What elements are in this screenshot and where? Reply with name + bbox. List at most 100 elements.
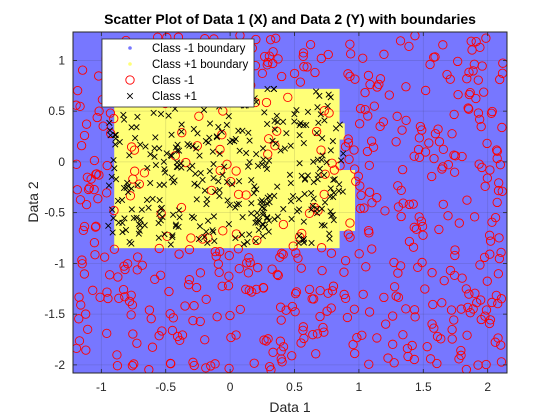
class-neg-point	[217, 281, 227, 291]
class-pos-point	[255, 226, 262, 234]
class-pos-point	[178, 121, 185, 128]
class-neg-point	[137, 260, 147, 270]
class-neg-point	[496, 340, 506, 350]
class-neg-point	[245, 257, 255, 268]
class-pos-point	[137, 216, 144, 223]
class-pos-point	[310, 158, 317, 165]
class-pos-point	[211, 237, 218, 245]
class-neg-point	[126, 310, 136, 320]
class-neg-point	[215, 246, 225, 257]
class-pos-point	[316, 92, 323, 99]
class-neg-point	[291, 287, 302, 297]
class-pos-point	[167, 152, 174, 159]
class-pos-point	[288, 215, 295, 223]
class-pos-point	[251, 183, 258, 190]
class-pos-point	[216, 186, 223, 194]
class-neg-point	[475, 114, 485, 125]
legend-item-3[interactable]: Class +1	[126, 91, 197, 103]
class-neg-point	[89, 238, 100, 248]
class-neg-point	[364, 228, 374, 238]
class-neg-point	[74, 314, 84, 324]
class-neg-point	[359, 203, 369, 213]
class-neg-point	[340, 293, 351, 304]
class-pos-point	[215, 178, 222, 185]
class-neg-point	[102, 287, 112, 297]
class-pos-point	[326, 235, 333, 242]
class-pos-point	[149, 195, 156, 202]
legend-item-1[interactable]: Class +1 boundary	[128, 59, 248, 71]
class-neg-point	[127, 361, 138, 371]
class-neg-point	[350, 74, 360, 84]
class-neg-point	[349, 304, 360, 314]
class-neg-point	[365, 79, 375, 90]
class-pos-point	[189, 142, 196, 150]
class-pos-point	[231, 138, 238, 145]
class-neg-point	[89, 184, 99, 195]
class-neg-point	[180, 301, 190, 311]
class-pos-point	[210, 174, 217, 182]
legend-label: Class -1 boundary	[152, 43, 246, 55]
class-pos-point	[308, 189, 315, 197]
class-neg-point	[109, 205, 119, 216]
class-neg-point	[414, 212, 424, 222]
legend-x-marker	[126, 92, 134, 100]
class-pos-point	[270, 85, 278, 93]
class-neg-point	[417, 221, 428, 232]
class-pos-point	[216, 150, 223, 157]
class-neg-point	[92, 169, 102, 179]
class-pos-point	[277, 147, 284, 154]
class-neg-point	[414, 152, 425, 162]
class-neg-point	[241, 190, 251, 200]
class-neg-point	[340, 256, 351, 266]
class-neg-point	[298, 48, 309, 58]
class-pos-point	[336, 181, 343, 188]
class-neg-point	[475, 42, 485, 53]
class-pos-point	[105, 222, 112, 229]
class-neg-point	[427, 319, 437, 329]
class-neg-point	[308, 330, 318, 340]
class-neg-point	[287, 351, 297, 361]
class-pos-point	[118, 196, 126, 204]
class-pos-point	[122, 226, 130, 234]
x-tick-label: -0.5	[155, 380, 176, 394]
class-neg-point	[294, 232, 305, 242]
class-neg-point	[497, 186, 507, 196]
class-neg-point	[411, 224, 422, 234]
class-pos-point	[235, 200, 243, 207]
class-pos-point	[112, 141, 119, 148]
class-neg-point	[464, 289, 474, 299]
class-pos-point	[300, 122, 307, 129]
class-pos-point	[321, 171, 328, 179]
class-neg-point	[79, 269, 90, 279]
class-neg-point	[355, 119, 365, 129]
legend-item-0[interactable]: Class -1 boundary	[128, 43, 246, 55]
class-neg-point	[481, 305, 492, 315]
class-neg-point	[389, 282, 400, 292]
class-neg-point	[388, 339, 398, 349]
class-pos-point	[238, 231, 246, 239]
legend-item-2[interactable]: Class -1	[125, 75, 194, 87]
class-neg-point	[217, 130, 227, 140]
class-pos-point	[330, 217, 337, 224]
class-pos-point	[239, 213, 246, 221]
class-neg-point	[249, 358, 259, 368]
class-pos-point	[264, 214, 271, 221]
class-pos-point	[218, 128, 225, 135]
class-neg-point	[342, 312, 353, 323]
class-pos-point	[274, 213, 282, 220]
class-neg-point	[295, 77, 306, 87]
class-pos-point	[293, 107, 300, 114]
class-pos-point	[158, 204, 165, 211]
class-neg-point	[487, 297, 497, 308]
class-neg-point	[290, 288, 301, 299]
class-neg-point	[75, 101, 85, 112]
class-pos-point	[210, 213, 218, 220]
class-neg-point	[231, 166, 241, 176]
class-pos-points	[104, 85, 347, 248]
class-neg-point	[447, 129, 457, 139]
class-neg-point	[450, 245, 460, 255]
class-neg-point	[396, 211, 406, 222]
class-neg-point	[212, 312, 222, 322]
legend[interactable]: Class -1 boundary Class +1 boundary Class …	[101, 38, 255, 108]
class-neg-point	[430, 52, 440, 62]
